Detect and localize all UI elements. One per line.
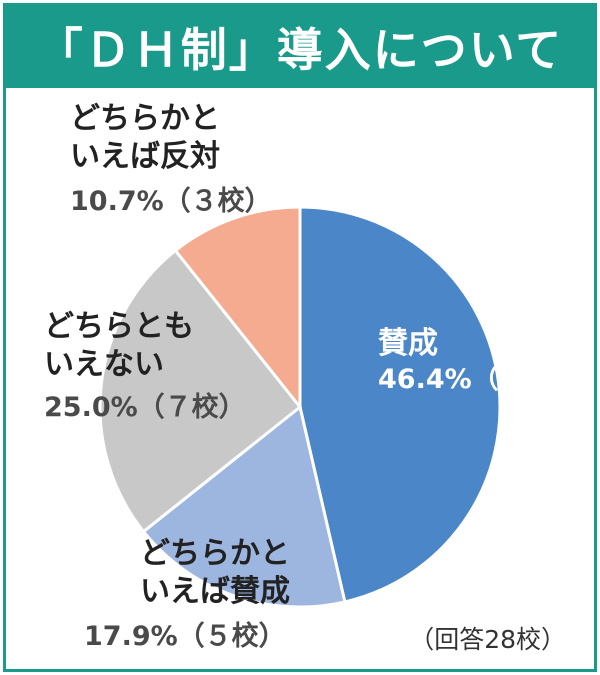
pie-slice-somewhat-agree [141, 404, 347, 609]
slice-value-agree: 46.4%（13校） [378, 364, 591, 396]
slice-label-somewhat-disagree: どちらかと いえば反対 10.7%（３校） [70, 100, 272, 219]
total-responses-note: （回答28校） [409, 625, 566, 654]
slice-label-agree: 賛成 46.4%（13校） [378, 325, 590, 398]
title-bar: 「ＤＨ制」導入について [6, 6, 594, 88]
slice-label-somewhat-agree: どちらかと いえば賛成 [140, 535, 290, 612]
pie-slice-somewhat-disagree [173, 205, 302, 412]
slice-category-neutral-line1: どちらとも [44, 309, 194, 344]
chart-title: 「ＤＨ制」導入について [36, 23, 564, 77]
slice-category-somewhat-disagree-line1: どちらかと [70, 101, 220, 136]
slice-category-agree: 賛成 [378, 326, 438, 361]
slice-value-somewhat-agree: 17.9%（５校） [84, 621, 286, 652]
slice-category-somewhat-agree-line1: どちらかと [140, 536, 290, 571]
pie-slice-neutral [98, 248, 303, 534]
slice-value-neutral: 25.0%（７校） [44, 391, 246, 423]
slice-value-somewhat-disagree: 10.7%（３校） [70, 185, 272, 217]
slice-category-neutral-line2: いえない [44, 347, 164, 383]
pie-slice-agree [298, 205, 502, 604]
slice-category-somewhat-disagree-line2: いえば反対 [70, 139, 220, 175]
slice-label-neutral: どちらとも いえない 25.0%（７校） [44, 308, 246, 425]
slice-category-somewhat-agree-line2: いえば賛成 [140, 574, 290, 610]
